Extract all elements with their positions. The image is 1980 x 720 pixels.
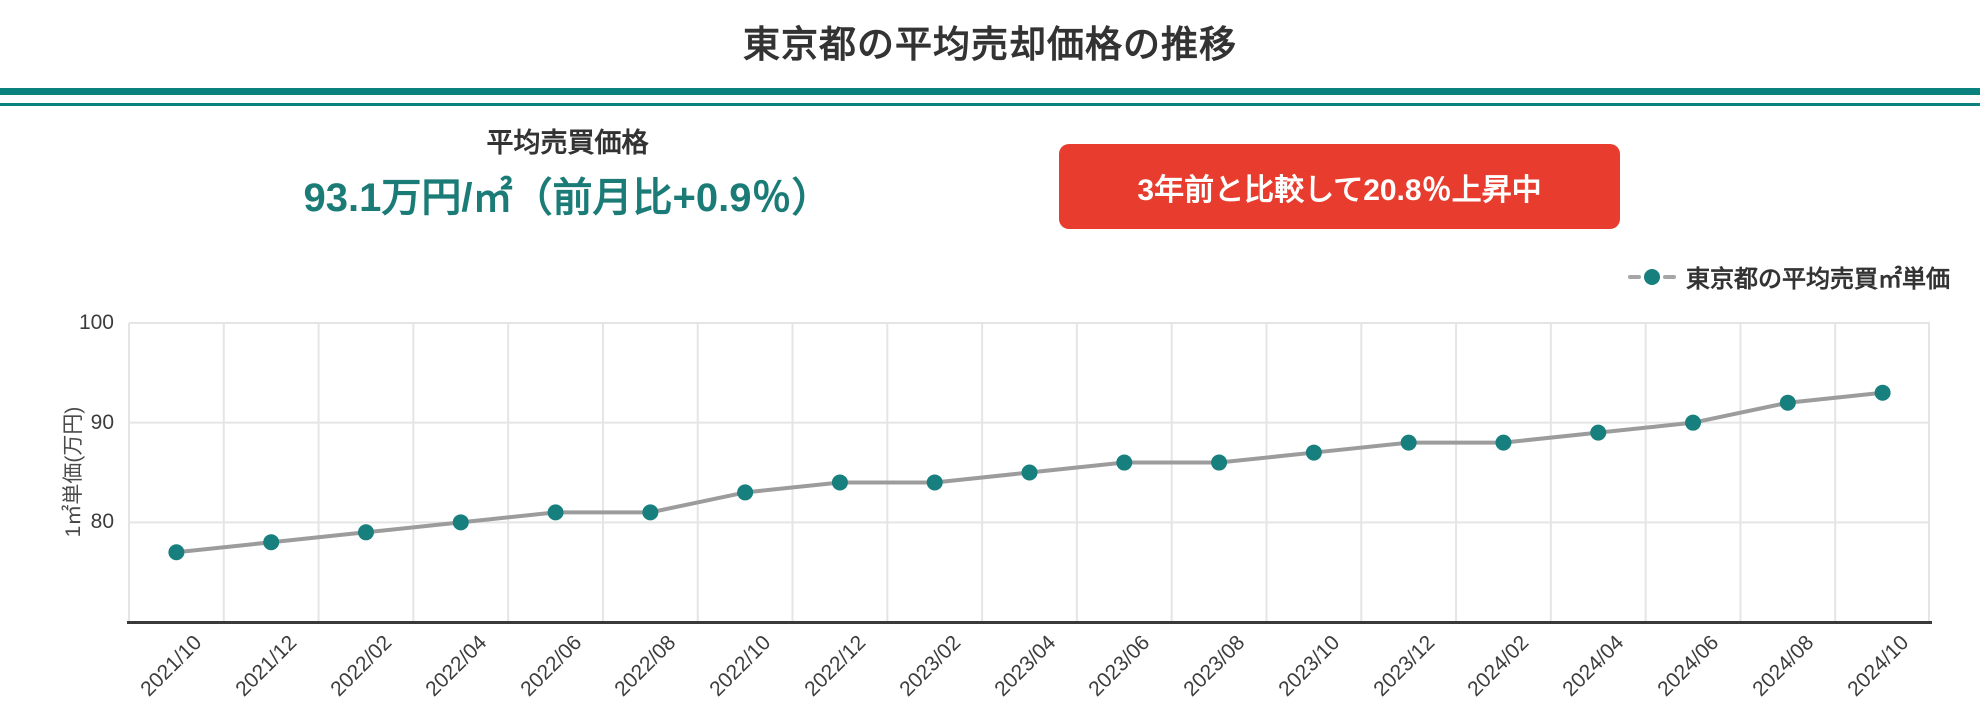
x-tick-label: 2022/04 bbox=[421, 631, 492, 701]
header-divider-thick bbox=[0, 88, 1980, 95]
legend-label: 東京都の平均売買㎡単価 bbox=[1686, 266, 1950, 293]
data-point[interactable] bbox=[1211, 454, 1228, 471]
x-tick-label: 2023/08 bbox=[1179, 631, 1250, 701]
chart-legend[interactable]: 東京都の平均売買㎡単価 bbox=[1628, 259, 1950, 294]
average-price-stat: 平均売買価格 93.1万円/㎡（前月比+0.9％） bbox=[280, 121, 855, 223]
x-tick-label: 2023/10 bbox=[1274, 631, 1345, 701]
data-point[interactable] bbox=[831, 474, 848, 491]
comparison-badge-text: 3年前と比較して20.8％上昇中 bbox=[1137, 173, 1542, 207]
x-tick-label: 2021/12 bbox=[231, 631, 302, 701]
data-point[interactable] bbox=[1116, 454, 1133, 471]
legend-line-icon bbox=[1628, 274, 1641, 279]
x-tick-label: 2024/10 bbox=[1842, 631, 1913, 701]
x-tick-label: 2023/12 bbox=[1368, 631, 1439, 701]
y-tick-label: 80 bbox=[90, 510, 114, 534]
x-tick-label: 2022/06 bbox=[515, 631, 586, 701]
y-tick-label: 90 bbox=[90, 410, 114, 434]
stat-value: 93.1万円/㎡（前月比+0.9％） bbox=[303, 176, 832, 220]
data-point[interactable] bbox=[737, 484, 754, 501]
x-axis-line bbox=[127, 621, 1932, 624]
x-tick-label: 2023/06 bbox=[1084, 631, 1155, 701]
x-tick-label: 2023/02 bbox=[895, 631, 965, 701]
legend-point-icon bbox=[1644, 268, 1660, 285]
stat-label: 平均売買価格 bbox=[486, 128, 649, 158]
x-tick-label: 2021/10 bbox=[136, 631, 207, 701]
x-tick-label: 2022/08 bbox=[610, 631, 681, 701]
data-point[interactable] bbox=[1685, 414, 1702, 431]
data-point[interactable] bbox=[1305, 444, 1322, 461]
x-tick-label: 2022/12 bbox=[800, 631, 871, 701]
data-point[interactable] bbox=[926, 474, 943, 491]
legend-line-icon bbox=[1663, 274, 1676, 279]
x-tick-label: 2022/10 bbox=[705, 631, 776, 701]
data-point[interactable] bbox=[357, 524, 374, 541]
data-point[interactable] bbox=[168, 544, 185, 561]
data-point[interactable] bbox=[1021, 464, 1038, 481]
data-point[interactable] bbox=[452, 514, 469, 531]
data-point[interactable] bbox=[642, 504, 659, 521]
data-point[interactable] bbox=[547, 504, 564, 521]
y-tick-label: 100 bbox=[78, 311, 114, 334]
price-trend-chart: 1㎡単価(万円) 80 90 100 2021/10 2021/12 2022/02 202… bbox=[62, 311, 1932, 701]
x-tick-label: 2024/02 bbox=[1463, 631, 1534, 701]
plot-area bbox=[128, 322, 1930, 622]
x-tick-label: 2024/06 bbox=[1653, 631, 1724, 701]
x-tick-label: 2024/04 bbox=[1558, 631, 1629, 701]
page-title: 東京都の平均売却価格の推移 bbox=[743, 24, 1237, 65]
x-tick-label: 2022/02 bbox=[326, 631, 397, 701]
data-point[interactable] bbox=[263, 534, 280, 551]
data-point[interactable] bbox=[1590, 424, 1607, 441]
data-point[interactable] bbox=[1400, 434, 1417, 451]
x-tick-label: 2024/08 bbox=[1748, 631, 1819, 701]
header-divider-thin bbox=[0, 103, 1980, 106]
comparison-badge: 3年前と比較して20.8％上昇中 bbox=[1059, 144, 1620, 229]
data-point[interactable] bbox=[1779, 394, 1796, 411]
data-point[interactable] bbox=[1874, 384, 1891, 401]
data-point[interactable] bbox=[1495, 434, 1512, 451]
x-tick-label: 2023/04 bbox=[989, 631, 1060, 701]
